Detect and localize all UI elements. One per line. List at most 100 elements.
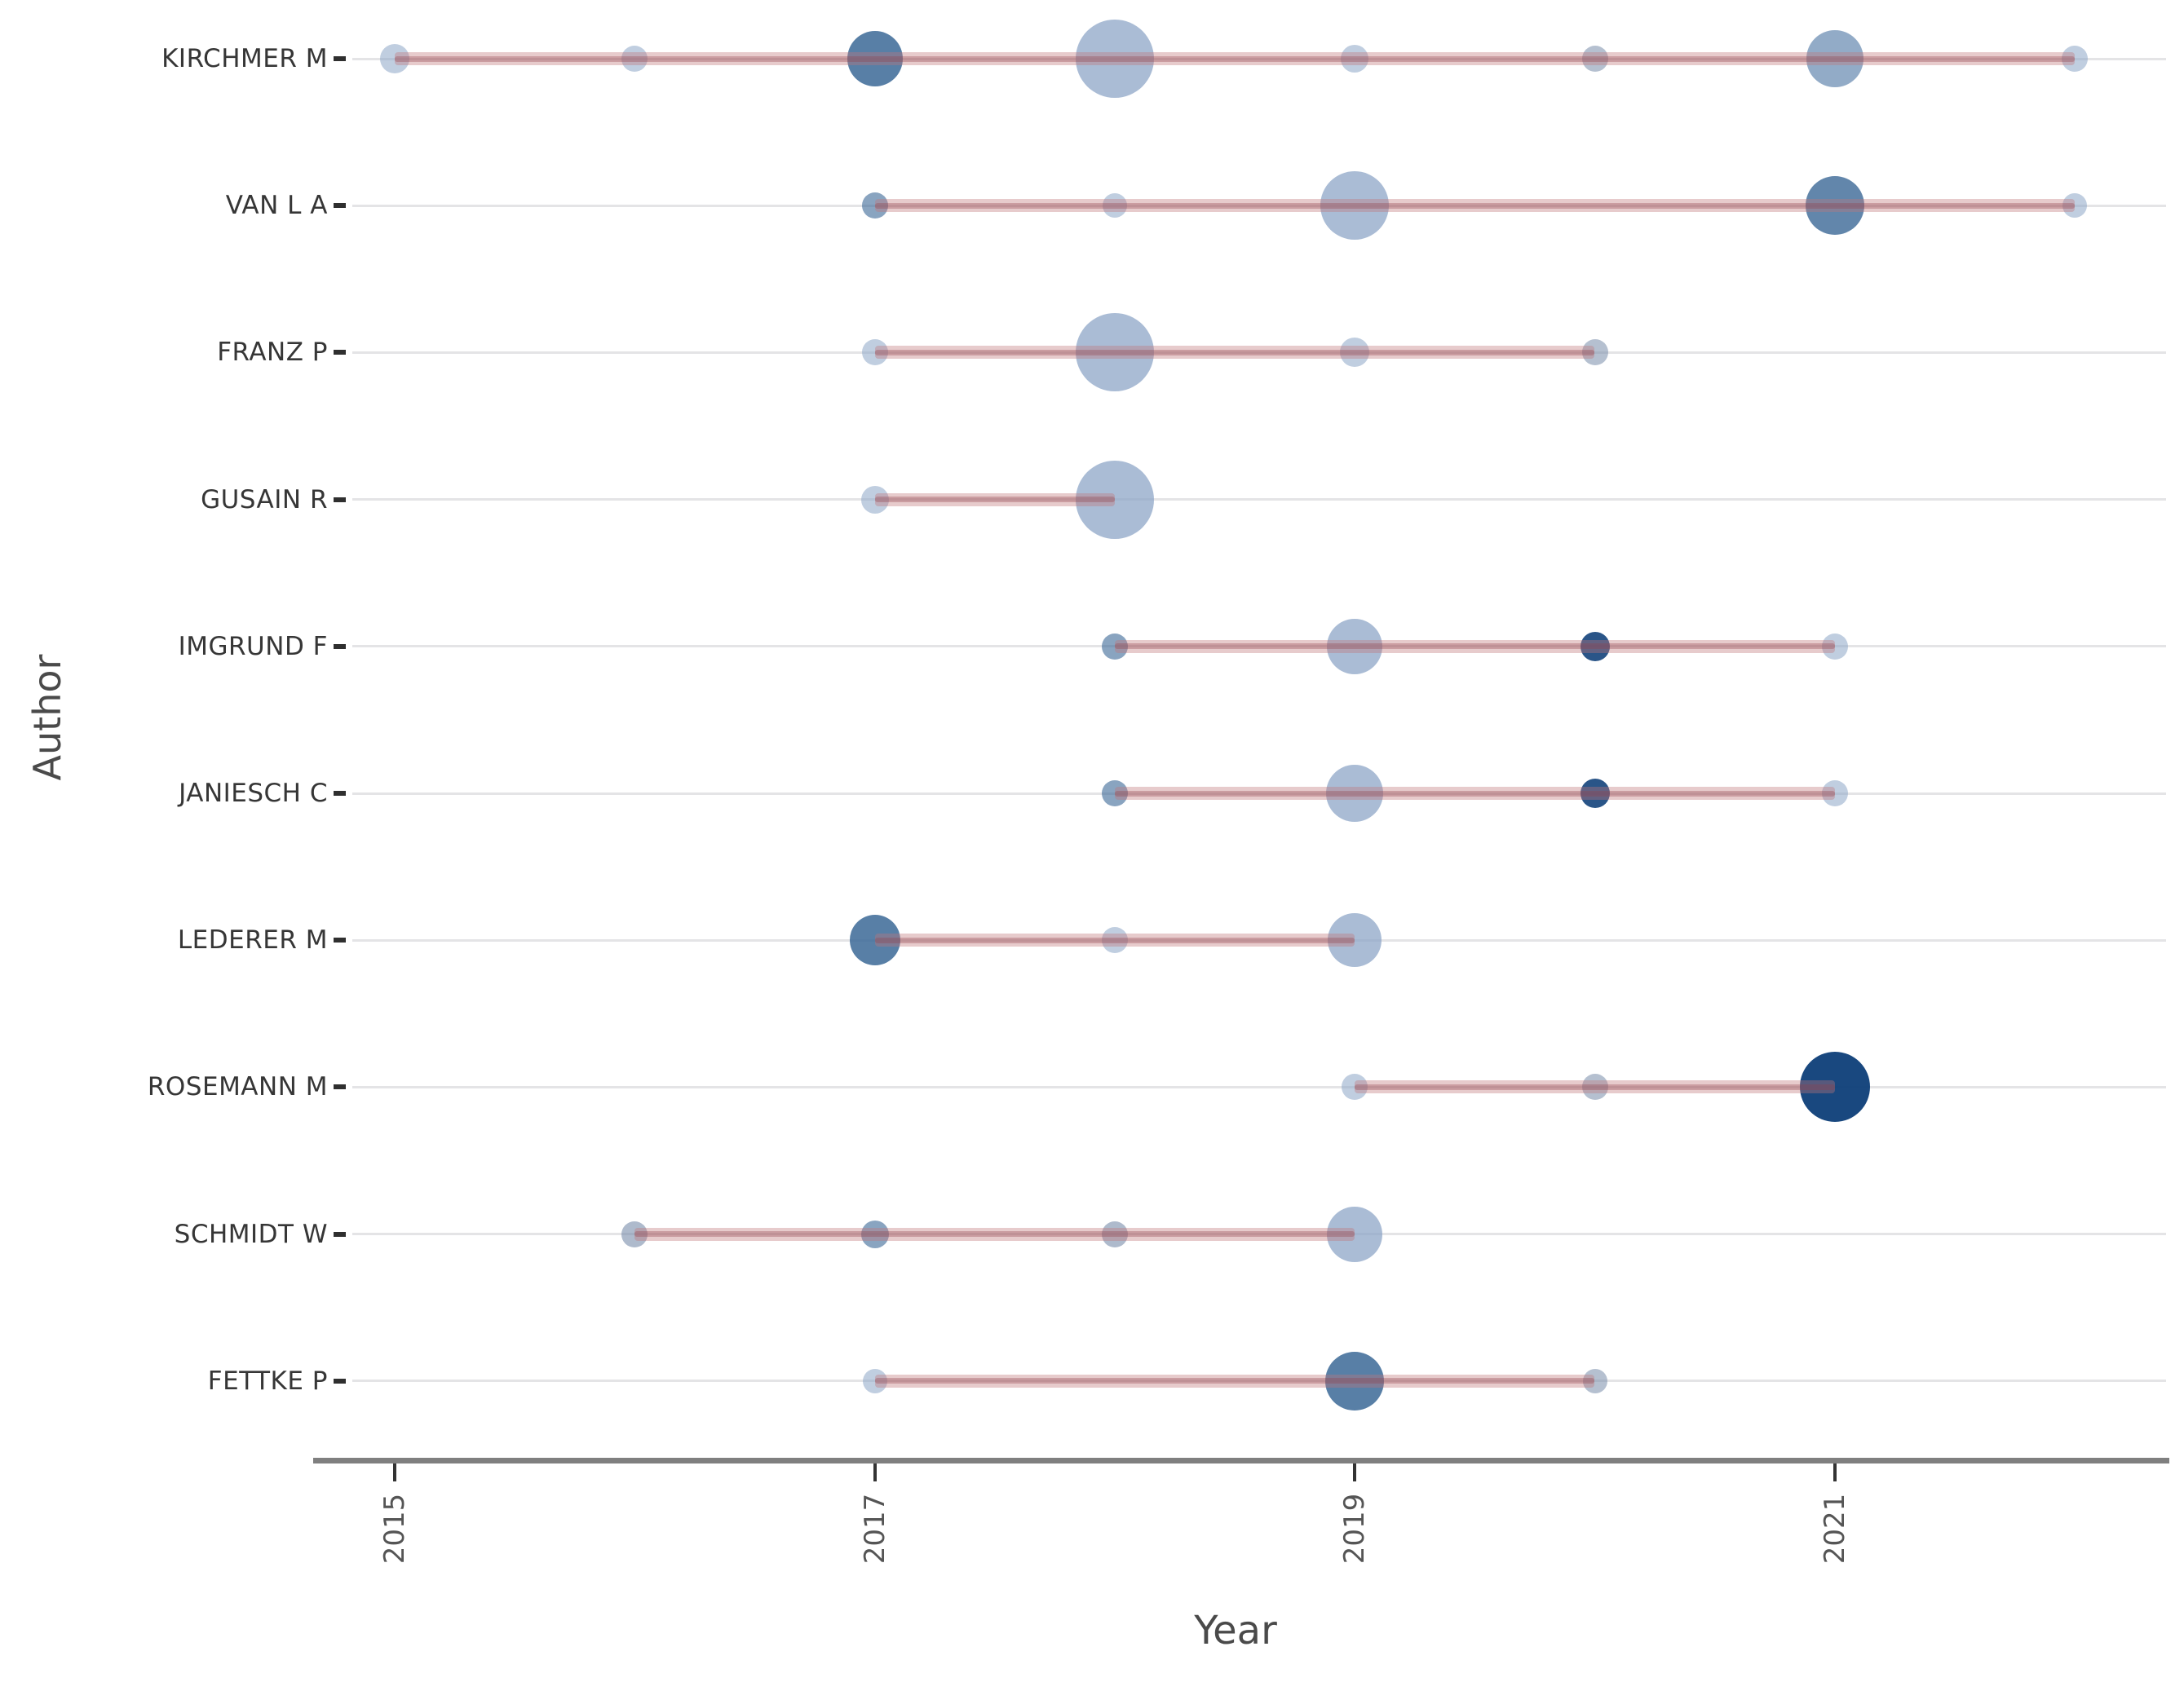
timeline-line xyxy=(874,199,2076,213)
article-bubble xyxy=(1101,1221,1128,1247)
article-bubble xyxy=(861,192,888,219)
row-gridline xyxy=(352,792,2166,795)
article-bubble xyxy=(1102,193,1127,219)
x-axis-tick-label: 2017 xyxy=(858,1493,891,1565)
row-gridline xyxy=(352,351,2166,354)
article-bubble xyxy=(1327,1206,1383,1262)
timeline-line xyxy=(1114,787,1835,800)
article-bubble xyxy=(621,46,648,72)
article-bubble xyxy=(1341,45,1369,73)
timeline-line xyxy=(874,934,1355,947)
timeline-line-core xyxy=(874,349,1595,355)
article-bubble xyxy=(2062,46,2089,72)
article-bubble xyxy=(1101,633,1128,660)
article-bubble xyxy=(1340,338,1370,368)
timeline-line-core xyxy=(874,1378,1595,1384)
article-bubble xyxy=(1580,631,1610,661)
author-label: KIRCHMER M xyxy=(161,44,328,73)
author-label: GUSAIN R xyxy=(201,484,328,514)
x-axis-line xyxy=(313,1458,2169,1463)
article-bubble xyxy=(1328,913,1382,968)
timeline-line-core xyxy=(1114,643,1835,650)
row-gridline xyxy=(352,938,2166,942)
article-bubble xyxy=(861,339,888,366)
author-label: ROSEMANN M xyxy=(147,1072,328,1102)
x-axis-title: Year xyxy=(1194,1608,1277,1653)
article-bubble xyxy=(860,1220,889,1248)
article-bubble xyxy=(1821,633,1848,660)
timeline-line xyxy=(1355,1080,1835,1094)
author-tick-mark xyxy=(334,56,346,61)
x-axis-tick xyxy=(873,1463,877,1481)
row-gridline xyxy=(352,645,2166,648)
author-tick-mark xyxy=(334,350,346,355)
article-bubble xyxy=(1582,1368,1607,1393)
author-tick-mark xyxy=(334,1231,346,1237)
article-bubble xyxy=(862,1368,887,1393)
x-axis-tick xyxy=(1833,1463,1837,1481)
author-tick-mark xyxy=(334,938,346,943)
timeline-line xyxy=(874,492,1115,506)
timeline-line xyxy=(874,1374,1595,1388)
article-bubble xyxy=(1342,1074,1368,1101)
author-tick-mark xyxy=(334,1378,346,1384)
article-bubble xyxy=(2062,193,2088,219)
row-gridline xyxy=(352,1380,2166,1383)
timeline-line-core xyxy=(874,202,2076,209)
article-bubble xyxy=(1320,171,1390,241)
timeline-line xyxy=(874,346,1595,360)
author-tick-mark xyxy=(334,643,346,649)
timeline-line-core xyxy=(874,497,1115,503)
timeline-line-core xyxy=(1355,1084,1835,1090)
article-bubble xyxy=(1799,1052,1870,1123)
row-gridline xyxy=(352,204,2166,207)
author-tick-mark xyxy=(334,497,346,502)
article-bubble xyxy=(380,44,409,73)
article-bubble xyxy=(1805,176,1864,236)
author-label: FETTKE P xyxy=(207,1366,328,1396)
article-bubble xyxy=(1821,780,1848,806)
author-label: LEDERER M xyxy=(177,925,328,956)
timeline-line-core xyxy=(395,55,2076,62)
author-label: IMGRUND F xyxy=(178,631,328,661)
x-axis-tick xyxy=(1353,1463,1357,1481)
article-bubble xyxy=(1325,1351,1385,1410)
author-tick-mark xyxy=(334,1084,346,1090)
article-bubble xyxy=(1075,313,1154,392)
timeline-line-core xyxy=(634,1231,1355,1238)
author-tick-mark xyxy=(334,791,346,796)
article-bubble xyxy=(1581,1074,1608,1101)
article-bubble xyxy=(1075,20,1154,98)
article-bubble xyxy=(1101,780,1128,806)
article-bubble xyxy=(849,915,900,966)
author-label: FRANZ P xyxy=(217,338,328,368)
article-bubble xyxy=(1075,460,1154,539)
article-bubble xyxy=(1101,927,1128,954)
row-gridline xyxy=(352,1085,2166,1088)
timeline-line-core xyxy=(1114,790,1835,797)
author-label: VAN L A xyxy=(225,191,328,221)
article-bubble xyxy=(1581,339,1608,366)
x-axis-tick-label: 2021 xyxy=(1818,1493,1851,1565)
article-bubble xyxy=(1580,779,1610,808)
author-label: SCHMIDT W xyxy=(174,1219,328,1249)
article-bubble xyxy=(621,1221,648,1247)
author-tick-mark xyxy=(334,203,346,209)
row-gridline xyxy=(352,1233,2166,1236)
timeline-line xyxy=(1114,639,1835,653)
x-axis-tick-label: 2015 xyxy=(378,1493,411,1565)
timeline-line xyxy=(634,1227,1355,1241)
article-bubble xyxy=(1326,765,1384,822)
timeline-line-core xyxy=(874,937,1355,943)
article-bubble xyxy=(860,485,889,514)
article-bubble xyxy=(847,31,903,86)
article-bubble xyxy=(1327,618,1383,674)
article-bubble xyxy=(1806,30,1863,87)
article-bubble xyxy=(1581,46,1608,72)
author-label: JANIESCH C xyxy=(179,779,328,808)
x-axis-tick xyxy=(393,1463,396,1481)
row-gridline xyxy=(352,498,2166,501)
row-gridline xyxy=(352,57,2166,60)
timeline-line xyxy=(395,52,2076,65)
